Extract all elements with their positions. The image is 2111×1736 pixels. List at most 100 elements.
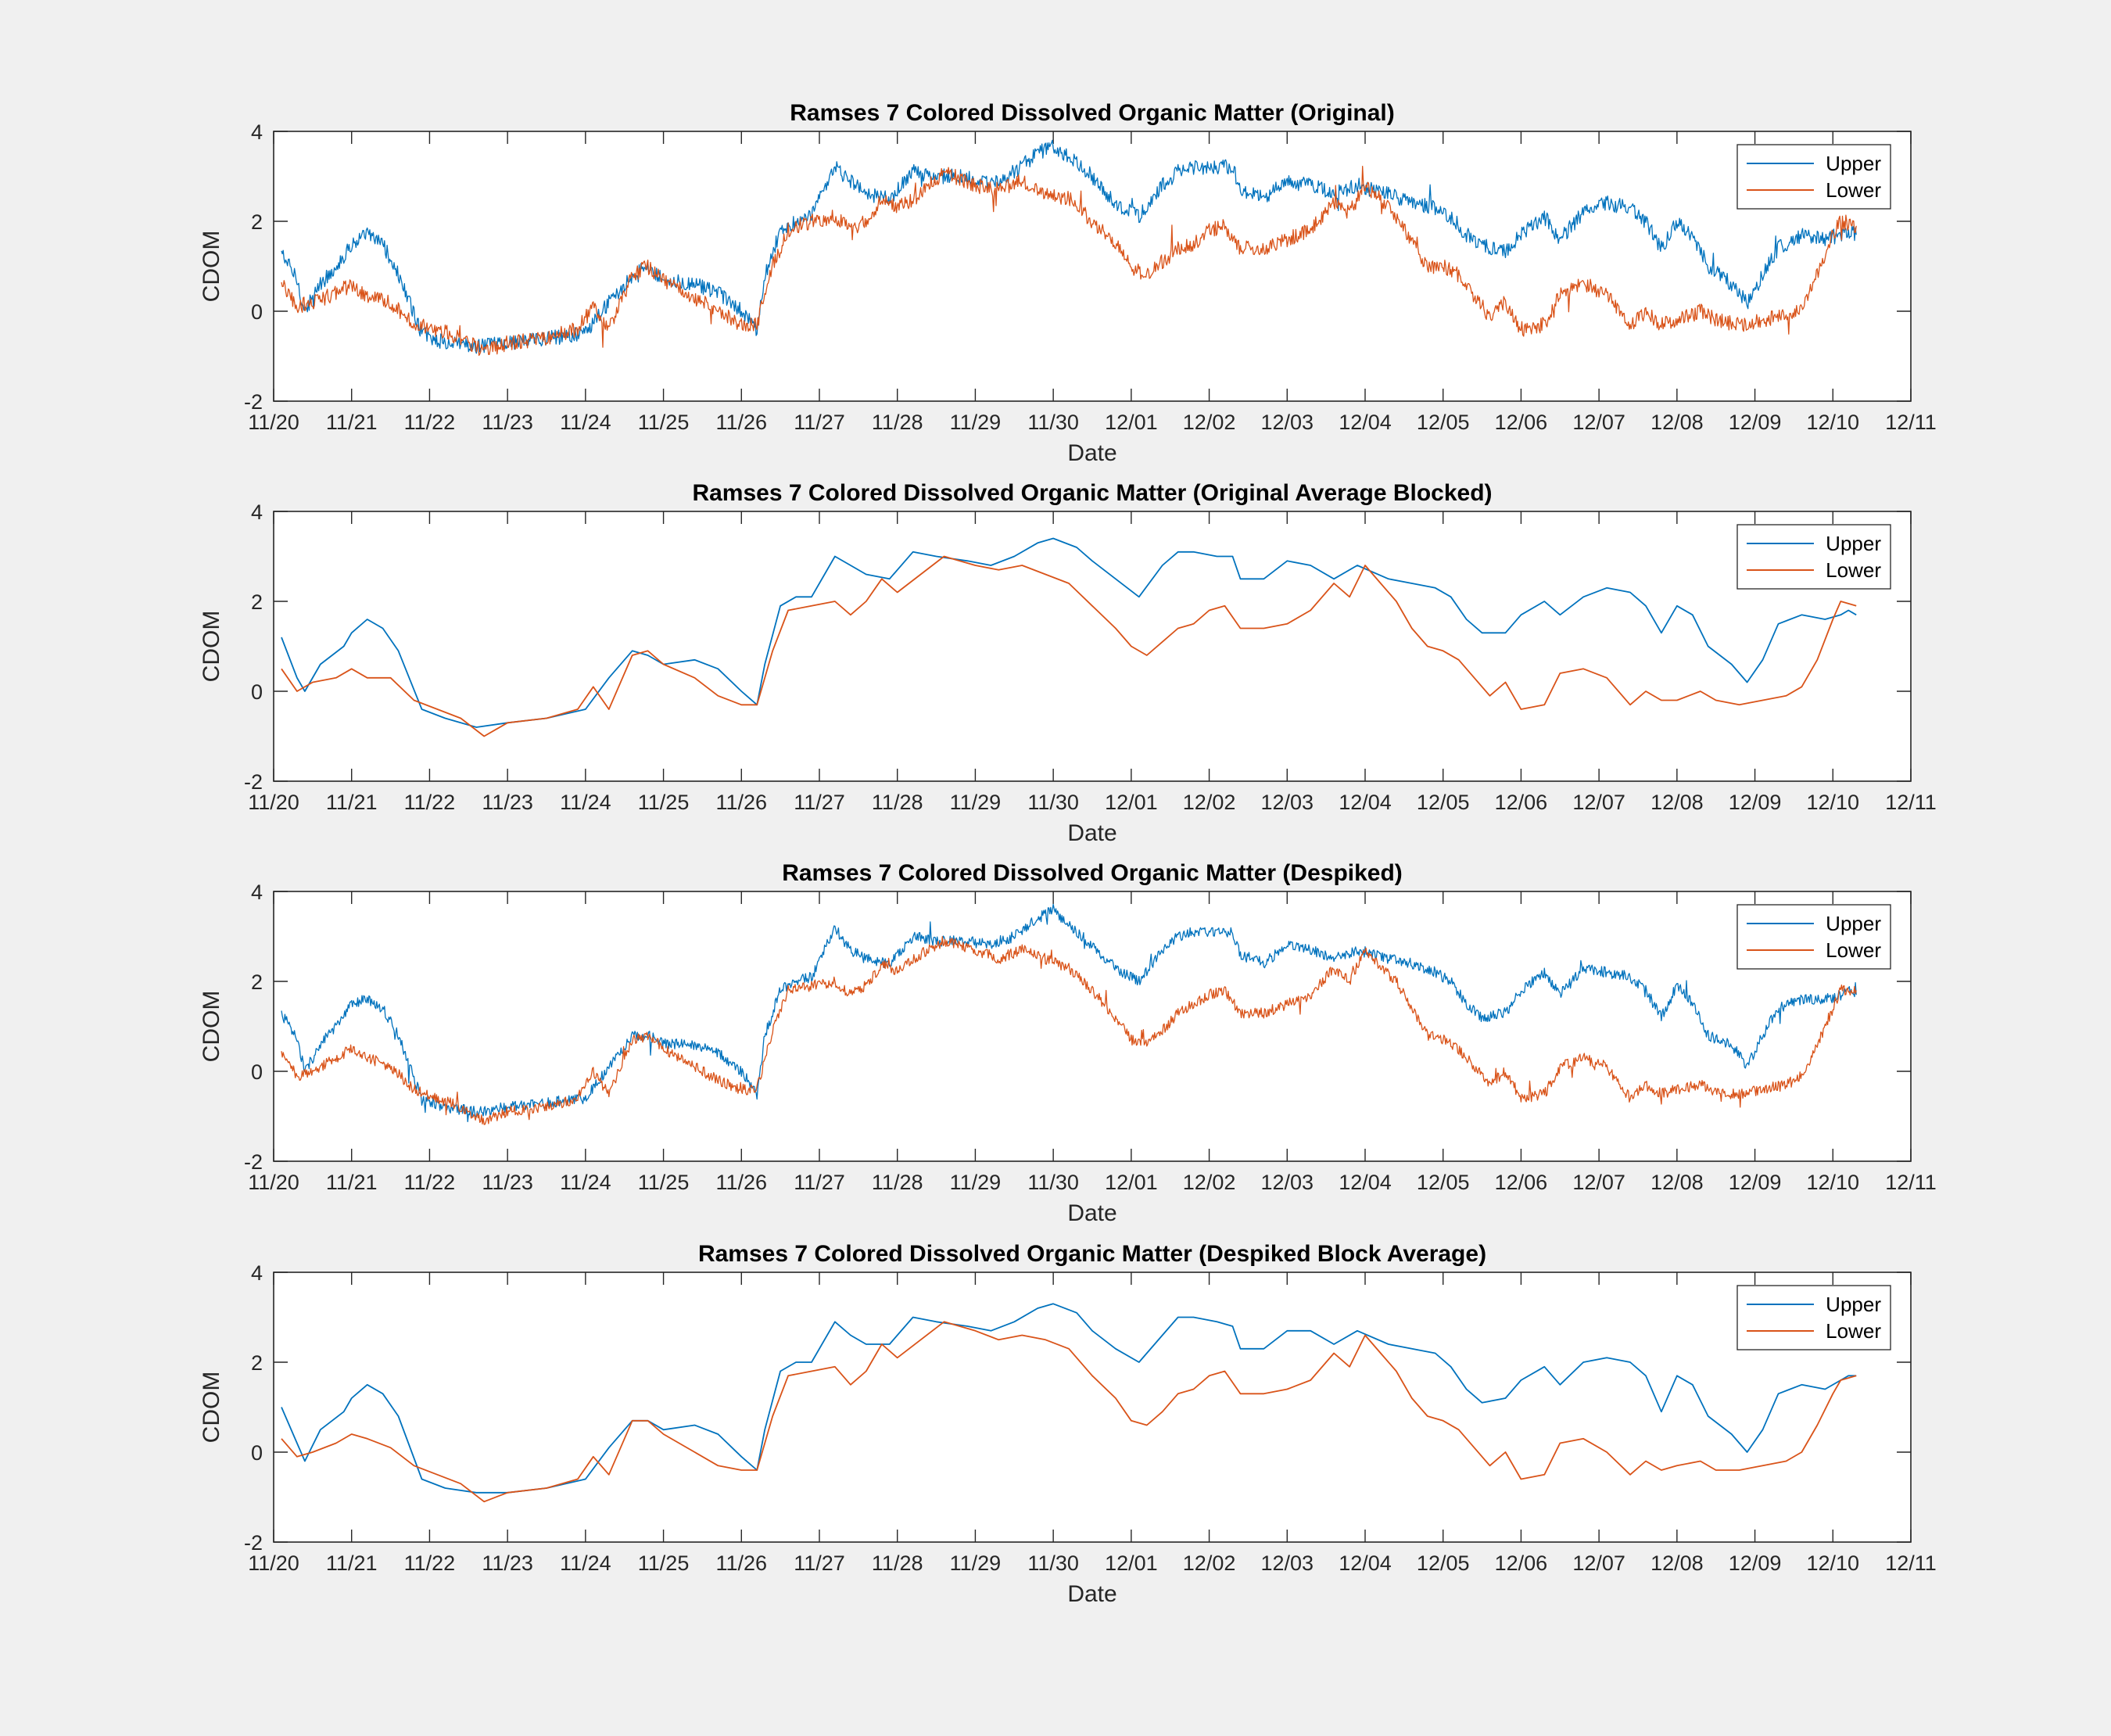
x-tick-label: 12/08 — [1650, 411, 1704, 434]
x-tick-label: 12/01 — [1105, 1551, 1158, 1575]
x-tick-label: 12/04 — [1339, 1551, 1392, 1575]
x-tick-label: 12/02 — [1183, 1551, 1236, 1575]
legend-label: Upper — [1826, 912, 1881, 935]
x-tick-label: 11/29 — [950, 1551, 1002, 1575]
series-line-lower — [281, 936, 1857, 1125]
legend-label: Upper — [1826, 152, 1881, 175]
x-tick-label: 12/01 — [1105, 1171, 1158, 1194]
y-tick-label: 2 — [251, 1351, 263, 1375]
x-tick-label: 12/06 — [1495, 791, 1548, 814]
x-tick-label: 11/24 — [560, 791, 611, 814]
legend-label: Upper — [1826, 532, 1881, 555]
plot-area — [274, 891, 1911, 1161]
x-tick-label: 12/10 — [1806, 1551, 1859, 1575]
chart-title: Ramses 7 Colored Dissolved Organic Matte… — [782, 860, 1403, 886]
x-tick-label: 12/08 — [1650, 791, 1704, 814]
x-tick-label: 11/23 — [482, 411, 533, 434]
x-tick-label: 11/29 — [950, 1171, 1002, 1194]
x-ticks: 11/20 11/21 11/22 11/23 11/24 11/25 11/26 11/27… — [248, 1272, 1937, 1575]
series-line-upper — [281, 139, 1857, 354]
legend: Upper Lower — [1736, 524, 1891, 590]
x-tick-label: 12/11 — [1885, 411, 1937, 434]
x-tick-label: 12/05 — [1417, 791, 1470, 814]
x-axis-label: Date — [1067, 440, 1116, 466]
legend-label: Lower — [1826, 178, 1881, 202]
x-tick-label: 11/21 — [326, 791, 378, 814]
x-ticks: 11/20 11/21 11/22 11/23 11/24 11/25 11/26 11/27… — [248, 511, 1937, 814]
x-tick-label: 11/29 — [950, 791, 1002, 814]
x-tick-label: 11/26 — [716, 1171, 768, 1194]
y-tick-label: 2 — [251, 210, 263, 234]
y-tick-label: 2 — [251, 590, 263, 614]
x-tick-label: 11/26 — [716, 791, 768, 814]
legend: Upper Lower — [1736, 904, 1891, 970]
x-tick-label: 11/20 — [248, 1171, 299, 1194]
y-axis-label: CDOM — [199, 611, 224, 683]
x-tick-label: 12/10 — [1806, 1171, 1859, 1194]
x-tick-label: 11/24 — [560, 1551, 611, 1575]
x-tick-label: 12/11 — [1885, 1551, 1937, 1575]
x-tick-label: 11/30 — [1027, 1551, 1079, 1575]
legend-label: Lower — [1826, 558, 1881, 582]
x-tick-label: 11/27 — [794, 1551, 845, 1575]
axes-box — [273, 891, 1912, 1162]
x-tick-label: 11/24 — [560, 1171, 611, 1194]
x-axis-label: Date — [1067, 1200, 1116, 1226]
series-line-lower — [281, 555, 1857, 737]
x-tick-label: 11/22 — [404, 1551, 456, 1575]
y-tick-label: 4 — [251, 881, 263, 904]
x-tick-label: 12/06 — [1495, 411, 1548, 434]
legend: Upper Lower — [1736, 1285, 1891, 1350]
x-tick-label: 11/30 — [1027, 411, 1079, 434]
x-tick-label: 11/27 — [794, 411, 845, 434]
x-tick-label: 11/22 — [404, 411, 456, 434]
subplot-4: Ramses 7 Colored Dissolved Organic Matte… — [199, 1241, 1937, 1607]
x-tick-label: 12/11 — [1885, 1171, 1937, 1194]
x-tick-label: 11/20 — [248, 791, 299, 814]
x-tick-label: 11/21 — [326, 1551, 378, 1575]
x-tick-label: 12/04 — [1339, 1171, 1392, 1194]
legend-box — [1736, 1285, 1891, 1350]
y-tick-label: 0 — [251, 680, 263, 704]
x-tick-label: 11/28 — [872, 791, 923, 814]
axes-box — [273, 131, 1912, 402]
x-tick-label: 12/10 — [1806, 791, 1859, 814]
x-tick-label: 11/30 — [1027, 1171, 1079, 1194]
x-tick-label: 11/27 — [794, 791, 845, 814]
legend-box — [1736, 904, 1891, 970]
x-tick-label: 12/03 — [1260, 1551, 1314, 1575]
x-tick-label: 11/22 — [404, 791, 456, 814]
y-tick-label: -2 — [244, 390, 263, 414]
x-tick-label: 11/26 — [716, 1551, 768, 1575]
x-tick-label: 12/07 — [1572, 1171, 1625, 1194]
x-tick-label: 12/09 — [1729, 411, 1782, 434]
series-line-lower — [281, 165, 1857, 357]
subplot-2: Ramses 7 Colored Dissolved Organic Matte… — [199, 480, 1937, 846]
plot-area — [274, 511, 1911, 781]
legend-box — [1736, 524, 1891, 590]
y-axis-label: CDOM — [199, 231, 224, 303]
legend-label: Upper — [1826, 1293, 1881, 1316]
x-tick-label: 12/02 — [1183, 411, 1236, 434]
x-tick-label: 12/09 — [1729, 1171, 1782, 1194]
x-tick-label: 12/01 — [1105, 411, 1158, 434]
subplot-3: Ramses 7 Colored Dissolved Organic Matte… — [199, 860, 1937, 1226]
x-tick-label: 11/30 — [1027, 791, 1079, 814]
y-tick-label: -2 — [244, 1531, 263, 1555]
x-tick-label: 12/07 — [1572, 1551, 1625, 1575]
x-tick-label: 11/22 — [404, 1171, 456, 1194]
x-tick-label: 12/09 — [1729, 791, 1782, 814]
subplots: Ramses 7 Colored Dissolved Organic Matte… — [199, 100, 1937, 1607]
x-tick-label: 11/29 — [950, 411, 1002, 434]
x-tick-label: 11/21 — [326, 411, 378, 434]
x-tick-label: 12/07 — [1572, 411, 1625, 434]
y-tick-label: -2 — [244, 1150, 263, 1174]
x-tick-label: 12/09 — [1729, 1551, 1782, 1575]
x-tick-label: 11/20 — [248, 411, 299, 434]
y-tick-label: 2 — [251, 970, 263, 994]
x-tick-label: 11/25 — [638, 411, 690, 434]
legend: Upper Lower — [1736, 144, 1891, 210]
axes-box — [273, 511, 1912, 782]
x-axis-label: Date — [1067, 1581, 1116, 1607]
